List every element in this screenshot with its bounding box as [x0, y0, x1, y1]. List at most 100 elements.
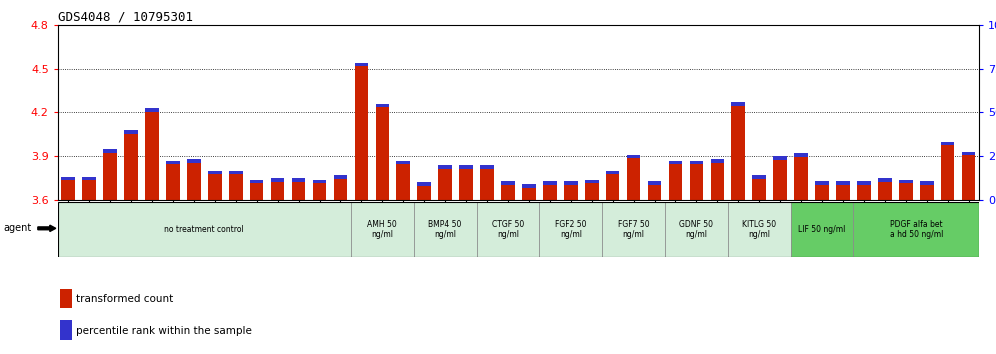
Bar — [396, 161, 410, 200]
Bar — [438, 165, 452, 200]
Bar — [941, 142, 954, 200]
Text: AMH 50
ng/ml: AMH 50 ng/ml — [368, 219, 397, 239]
Bar — [145, 108, 158, 112]
Bar — [124, 130, 137, 133]
Bar — [480, 165, 494, 169]
Bar — [375, 104, 389, 107]
Bar — [665, 202, 728, 257]
Bar — [292, 178, 306, 200]
Bar — [962, 152, 975, 200]
Bar — [899, 179, 912, 183]
Bar — [878, 178, 891, 182]
Bar — [417, 182, 431, 186]
Bar — [773, 156, 787, 160]
Bar — [250, 179, 264, 183]
Bar — [83, 177, 96, 200]
Bar — [543, 181, 557, 200]
Bar — [668, 161, 682, 164]
Bar — [480, 165, 494, 200]
Bar — [313, 179, 327, 200]
Bar — [292, 178, 306, 182]
Bar — [815, 181, 829, 185]
Bar — [104, 149, 117, 200]
Bar — [899, 179, 912, 200]
Bar — [689, 161, 703, 164]
Bar — [417, 182, 431, 200]
Bar — [626, 155, 640, 200]
Bar — [564, 181, 578, 185]
Text: FGF2 50
ng/ml: FGF2 50 ng/ml — [555, 219, 587, 239]
Bar — [603, 202, 665, 257]
Bar — [710, 159, 724, 200]
Bar — [728, 202, 791, 257]
Bar — [626, 155, 640, 158]
Bar — [438, 165, 452, 169]
Bar — [858, 181, 871, 185]
Bar — [731, 102, 745, 200]
Bar — [271, 178, 285, 182]
Bar — [187, 159, 200, 200]
Text: KITLG 50
ng/ml: KITLG 50 ng/ml — [742, 219, 776, 239]
Bar — [501, 181, 515, 185]
Bar — [104, 149, 117, 153]
Bar — [501, 181, 515, 200]
Bar — [124, 130, 137, 200]
Bar — [58, 202, 351, 257]
Bar — [791, 202, 854, 257]
Text: PDGF alfa bet
a hd 50 ng/ml: PDGF alfa bet a hd 50 ng/ml — [889, 219, 943, 239]
Bar — [647, 181, 661, 185]
Bar — [689, 161, 703, 200]
Text: GDNF 50
ng/ml: GDNF 50 ng/ml — [679, 219, 713, 239]
Bar — [815, 181, 829, 200]
Text: percentile rank within the sample: percentile rank within the sample — [76, 326, 252, 336]
Bar — [351, 202, 413, 257]
Bar — [710, 159, 724, 163]
Bar — [145, 108, 158, 200]
Bar — [773, 156, 787, 200]
Bar — [606, 171, 620, 175]
Bar — [396, 161, 410, 164]
Bar — [668, 161, 682, 200]
Bar — [208, 171, 222, 200]
Bar — [585, 179, 599, 183]
Bar — [752, 175, 766, 179]
Bar — [543, 181, 557, 185]
Bar — [62, 177, 75, 200]
Bar — [837, 181, 850, 200]
Text: BMP4 50
ng/ml: BMP4 50 ng/ml — [428, 219, 462, 239]
Text: transformed count: transformed count — [76, 294, 173, 304]
Bar — [187, 159, 200, 163]
Bar — [83, 177, 96, 180]
Text: agent: agent — [3, 223, 31, 233]
Bar — [858, 181, 871, 200]
Bar — [962, 152, 975, 155]
Bar — [794, 153, 808, 200]
Text: GDS4048 / 10795301: GDS4048 / 10795301 — [58, 11, 193, 24]
Bar — [752, 175, 766, 200]
Bar — [62, 177, 75, 180]
Bar — [250, 179, 264, 200]
Bar — [375, 104, 389, 200]
Bar — [413, 202, 476, 257]
Bar — [920, 181, 933, 185]
Bar — [606, 171, 620, 200]
Bar — [522, 184, 536, 200]
Text: LIF 50 ng/ml: LIF 50 ng/ml — [799, 225, 846, 234]
Bar — [837, 181, 850, 185]
Bar — [476, 202, 540, 257]
Bar — [854, 202, 979, 257]
Text: CTGF 50
ng/ml: CTGF 50 ng/ml — [492, 219, 524, 239]
Bar — [208, 171, 222, 175]
Bar — [647, 181, 661, 200]
Bar — [229, 171, 243, 200]
Text: FGF7 50
ng/ml: FGF7 50 ng/ml — [618, 219, 649, 239]
Bar — [334, 175, 348, 200]
Bar — [459, 165, 473, 200]
Bar — [731, 102, 745, 106]
Bar — [459, 165, 473, 169]
Bar — [941, 142, 954, 145]
Text: no treatment control: no treatment control — [164, 225, 244, 234]
Bar — [229, 171, 243, 175]
Bar — [540, 202, 603, 257]
Bar — [522, 184, 536, 188]
